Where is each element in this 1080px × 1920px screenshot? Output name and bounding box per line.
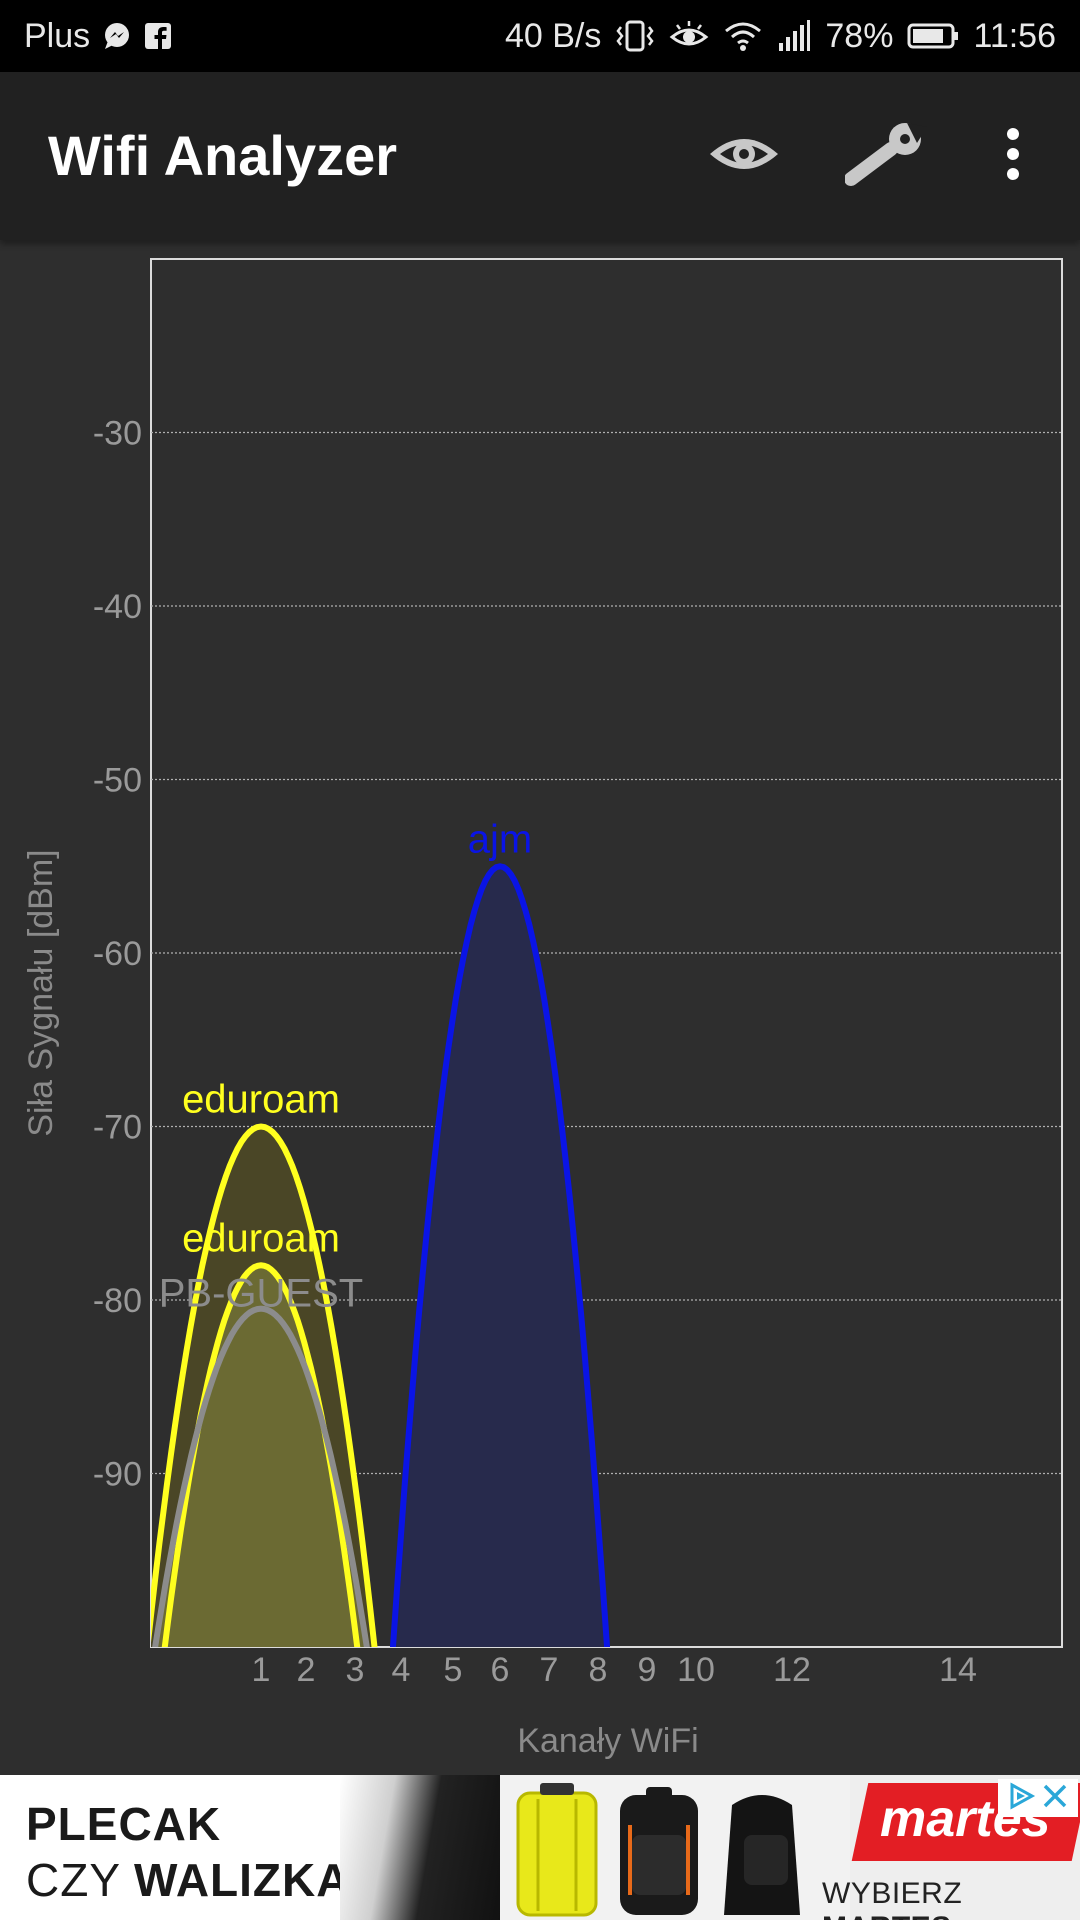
suitcase-image <box>516 1783 598 1917</box>
clock: 11:56 <box>973 16 1056 55</box>
x-tick-label: 7 <box>540 1651 559 1689</box>
series-label: eduroam <box>182 1078 340 1122</box>
eye-icon <box>706 130 782 183</box>
view-toggle-button[interactable] <box>700 72 788 240</box>
x-tick-label: 14 <box>939 1651 977 1689</box>
y-tick-label: -60 <box>93 935 142 973</box>
signal-icon <box>777 19 811 53</box>
x-tick-label: 9 <box>638 1651 657 1689</box>
series-line <box>152 1305 370 1647</box>
status-left: Plus <box>24 0 172 72</box>
series-label: ajm <box>468 817 532 861</box>
y-tick-label: -30 <box>93 415 142 453</box>
x-tick-label: 6 <box>491 1651 510 1689</box>
ad-close-icon[interactable] <box>1040 1781 1070 1816</box>
ad-headline-2: CZY WALIZKA? <box>26 1854 380 1906</box>
channel-graph: -30-40-50-60-70-80-901 2 3 4 5 6 7 8 9 10 12 14Siła… <box>22 258 1063 1760</box>
dark-backpack-image <box>724 1795 800 1915</box>
series-label: eduroam <box>182 1216 340 1260</box>
overflow-menu-icon <box>1005 127 1021 185</box>
ad-cta: WYBIERZ MARTES <box>822 1877 963 1920</box>
y-tick-label: -70 <box>93 1109 142 1147</box>
facebook-icon <box>144 22 172 50</box>
y-tick-label: -90 <box>93 1456 142 1494</box>
x-tick-label: 2 <box>297 1651 316 1689</box>
wifi-icon <box>723 19 763 53</box>
vibrate-icon <box>615 19 655 53</box>
network-speed: 40 B/s <box>504 16 602 55</box>
y-tick-label: -50 <box>93 762 142 800</box>
x-tick-label: 4 <box>392 1651 411 1689</box>
x-tick-label: 1 <box>252 1651 271 1689</box>
x-tick-label: 12 <box>773 1651 811 1689</box>
x-tick-label: 10 <box>677 1651 715 1689</box>
ad-choices[interactable] <box>998 1779 1078 1817</box>
eye-comfort-icon <box>669 19 709 53</box>
app-bar: Wifi Analyzer <box>0 72 1080 240</box>
ad-products-image <box>500 1775 850 1920</box>
y-tick-label: -40 <box>93 588 142 626</box>
signal-chart: -30 -40 -50 -60 -70 -80 -90 1 2 3 4 5 6 7 8 9 10 12 14 Siła… <box>0 240 1080 1775</box>
carrier-label: Plus <box>24 16 91 55</box>
series-line <box>151 1123 378 1647</box>
battery-icon <box>907 22 959 50</box>
x-tick-label: 3 <box>346 1651 365 1689</box>
battery-percent: 78% <box>825 16 894 55</box>
overflow-menu-button[interactable] <box>988 72 1038 240</box>
status-right: 40 B/s 78% 11:56 <box>505 0 1056 72</box>
wrench-icon <box>844 121 931 192</box>
ad-choices-icon[interactable] <box>1006 1781 1036 1816</box>
messenger-icon <box>102 21 132 51</box>
settings-button[interactable] <box>840 72 936 240</box>
ad-banner[interactable]: PLECAK CZY WALIZKA? martes <box>0 1775 1080 1920</box>
x-tick-label: 8 <box>589 1651 608 1689</box>
status-bar: Plus 40 B/s 78% 11:56 <box>0 0 1080 72</box>
ad-strap-image <box>340 1775 500 1920</box>
y-tick-label: -80 <box>93 1282 142 1320</box>
x-axis-title: Kanały WiFi <box>517 1722 698 1760</box>
backpack-image <box>620 1787 698 1915</box>
series-label: PB-GUEST <box>159 1272 363 1316</box>
series-line <box>389 863 611 1647</box>
series-area <box>151 1308 372 1647</box>
series-area <box>389 866 611 1647</box>
ad-headline-1: PLECAK <box>26 1798 222 1850</box>
series-layer <box>151 863 611 1647</box>
app-title: Wifi Analyzer <box>48 124 398 187</box>
x-tick-label: 5 <box>444 1651 463 1689</box>
y-axis-title: Siła Sygnału [dBm] <box>22 849 60 1136</box>
